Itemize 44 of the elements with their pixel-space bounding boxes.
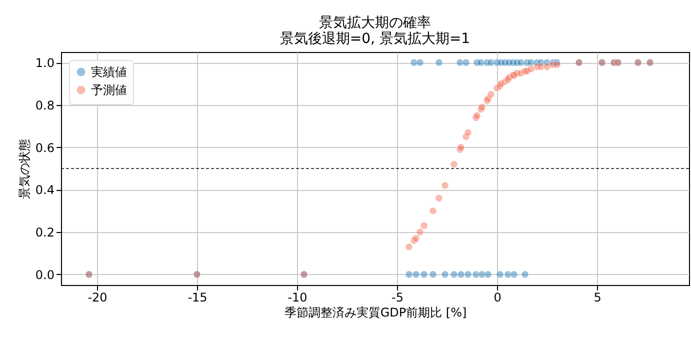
point — [464, 128, 472, 136]
point — [404, 242, 414, 251]
legend-label: 予測値 — [91, 83, 127, 97]
x-tick-label: -20 — [88, 290, 108, 304]
point — [428, 206, 438, 215]
point — [416, 58, 424, 67]
x-tick-label: -5 — [392, 290, 404, 304]
point — [440, 181, 450, 190]
point — [520, 270, 530, 278]
point — [434, 194, 444, 202]
point — [510, 270, 518, 278]
y-tick-label: 0.2 — [35, 226, 54, 240]
y-tick-label: 0.8 — [35, 98, 54, 112]
y-tick-label: 1.0 — [35, 56, 54, 70]
y-tick-label: 0.0 — [35, 268, 54, 282]
x-axis-title: 季節調整済み実質GDP前期比 [%] — [284, 306, 467, 320]
x-tick-label: 0 — [494, 290, 502, 304]
point — [450, 160, 458, 168]
point — [496, 270, 504, 278]
chart-subtitle: 景気後退期=0, 景気拡大期=1 — [280, 31, 470, 47]
point — [464, 270, 472, 278]
point — [440, 270, 450, 278]
x-tick-label: -15 — [188, 290, 208, 304]
point — [420, 222, 428, 230]
point — [462, 58, 470, 67]
point — [416, 228, 424, 236]
y-tick-label: 0.6 — [35, 140, 54, 155]
y-tick-label: 0.4 — [35, 183, 54, 198]
point — [450, 270, 458, 278]
point — [420, 270, 428, 278]
x-tick-label: -10 — [288, 290, 308, 304]
point — [412, 234, 420, 242]
chart-title: 景気拡大期の確率 — [319, 15, 431, 31]
point — [428, 270, 438, 278]
point — [484, 270, 492, 278]
x-tick-label: 5 — [594, 290, 602, 304]
point — [456, 270, 466, 278]
point — [486, 90, 496, 98]
point — [434, 58, 444, 67]
legend-label: 実績値 — [91, 65, 127, 79]
y-axis-title: 景気の状態 — [17, 139, 32, 199]
point — [526, 64, 536, 73]
point — [412, 270, 420, 278]
point — [404, 270, 414, 278]
